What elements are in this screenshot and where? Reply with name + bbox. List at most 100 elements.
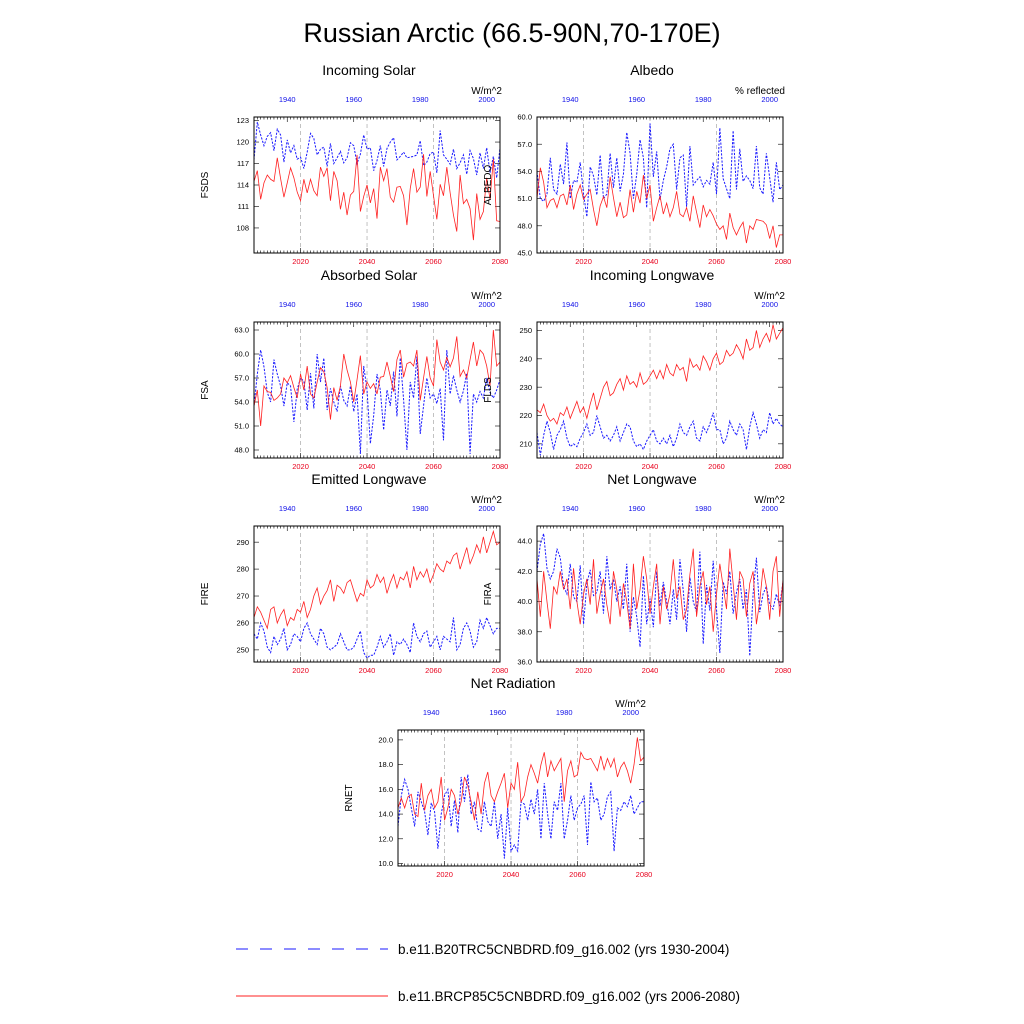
net-radiation-xtick-top-label: 1940 bbox=[423, 708, 440, 717]
albedo-series-future-line bbox=[537, 167, 783, 248]
incoming-solar-xtick-top-label: 2000 bbox=[478, 95, 495, 104]
albedo-xtick-top-label: 1980 bbox=[695, 95, 712, 104]
absorbed-solar-unit-label: W/m^2 bbox=[471, 291, 502, 302]
incoming-solar-xtick-bottom-label: 2040 bbox=[359, 257, 376, 266]
net-radiation-plot-frame bbox=[397, 729, 645, 867]
emitted-longwave-ytick-label: 280 bbox=[236, 565, 249, 574]
panel-net-radiation: Net Radiation W/m^2 RNET 2020 2040 2060 2080 19… bbox=[344, 675, 652, 879]
net-radiation-ytick-label: 18.0 bbox=[378, 760, 393, 769]
incoming-solar-title: Incoming Solar bbox=[322, 62, 416, 78]
net-longwave-ytick-label: 40.0 bbox=[517, 597, 532, 606]
emitted-longwave-xtick-top-label: 1980 bbox=[412, 504, 429, 513]
incoming-solar-ytick-label: 120 bbox=[236, 138, 249, 147]
incoming-solar-ytick-label: 114 bbox=[237, 181, 249, 190]
incoming-solar-plot-frame bbox=[253, 116, 501, 254]
emitted-longwave-xtick-bottom-label: 2080 bbox=[492, 666, 509, 675]
albedo-unit-label: % reflected bbox=[735, 86, 785, 97]
incoming-longwave-xtick-bottom-label: 2060 bbox=[708, 462, 725, 471]
absorbed-solar-xtick-top-label: 1980 bbox=[412, 300, 429, 309]
incoming-longwave-series-future-line bbox=[537, 324, 783, 426]
net-radiation-xtick-bottom-label: 2060 bbox=[569, 870, 586, 879]
incoming-solar-ylabel: FSDS bbox=[200, 171, 211, 198]
incoming-longwave-xtick-top-label: 1940 bbox=[562, 300, 579, 309]
emitted-longwave-unit-label: W/m^2 bbox=[471, 495, 502, 506]
incoming-solar-xtick-top-label: 1940 bbox=[279, 95, 296, 104]
net-longwave-xtick-top-label: 1960 bbox=[628, 504, 645, 513]
emitted-longwave-xtick-bottom-label: 2040 bbox=[359, 666, 376, 675]
net-radiation-xtick-top-label: 1980 bbox=[556, 708, 573, 717]
emitted-longwave-ytick-label: 270 bbox=[236, 592, 249, 601]
incoming-longwave-xtick-bottom-label: 2020 bbox=[575, 462, 592, 471]
incoming-solar-ytick-label: 111 bbox=[238, 202, 249, 211]
incoming-longwave-plot-frame bbox=[536, 321, 784, 459]
emitted-longwave-series-future-line bbox=[254, 529, 500, 630]
incoming-solar-ytick-label: 108 bbox=[236, 224, 249, 233]
incoming-solar-xtick-top-label: 1960 bbox=[345, 95, 362, 104]
net-radiation-xtick-top-label: 1960 bbox=[489, 708, 506, 717]
net-radiation-xtick-top-label: 2000 bbox=[622, 708, 639, 717]
absorbed-solar-xtick-bottom-label: 2020 bbox=[292, 462, 309, 471]
absorbed-solar-title: Absorbed Solar bbox=[321, 267, 418, 283]
absorbed-solar-xtick-top-label: 1960 bbox=[345, 300, 362, 309]
incoming-solar-xtick-bottom-label: 2060 bbox=[425, 257, 442, 266]
legend-label-historical: b.e11.B20TRC5CNBDRD.f09_g16.002 (yrs 193… bbox=[398, 942, 729, 957]
incoming-longwave-xtick-top-label: 1980 bbox=[695, 300, 712, 309]
net-radiation-xtick-bottom-label: 2020 bbox=[436, 870, 453, 879]
emitted-longwave-ytick-label: 290 bbox=[236, 538, 249, 547]
incoming-longwave-ytick-label: 240 bbox=[519, 354, 532, 363]
net-longwave-xtick-top-label: 1980 bbox=[695, 504, 712, 513]
net-longwave-title: Net Longwave bbox=[607, 471, 697, 487]
albedo-series-historical-line bbox=[537, 123, 783, 217]
incoming-longwave-title: Incoming Longwave bbox=[590, 267, 715, 283]
net-radiation-ytick-label: 12.0 bbox=[378, 834, 393, 843]
emitted-longwave-series-historical-line bbox=[254, 616, 500, 659]
incoming-longwave-xtick-top-label: 1960 bbox=[628, 300, 645, 309]
absorbed-solar-ytick-label: 63.0 bbox=[234, 326, 249, 335]
absorbed-solar-plot-frame bbox=[253, 321, 501, 459]
absorbed-solar-ytick-label: 51.0 bbox=[234, 422, 249, 431]
incoming-solar-unit-label: W/m^2 bbox=[471, 86, 502, 97]
incoming-solar-series-historical-line bbox=[254, 121, 500, 178]
incoming-longwave-ytick-label: 220 bbox=[519, 411, 532, 420]
albedo-xtick-bottom-label: 2080 bbox=[775, 257, 792, 266]
net-radiation-series-historical-line bbox=[398, 774, 644, 859]
net-longwave-ytick-label: 44.0 bbox=[517, 537, 532, 546]
incoming-solar-xtick-top-label: 1980 bbox=[412, 95, 429, 104]
absorbed-solar-ytick-label: 54.0 bbox=[234, 398, 249, 407]
panel-absorbed-solar: Absorbed Solar W/m^2 FSA 2020 2040 2060 2080 19… bbox=[200, 267, 508, 471]
absorbed-solar-xtick-bottom-label: 2060 bbox=[425, 462, 442, 471]
legend: b.e11.B20TRC5CNBDRD.f09_g16.002 (yrs 193… bbox=[236, 942, 740, 1004]
net-radiation-ylabel: RNET bbox=[344, 784, 355, 811]
net-radiation-xtick-bottom-label: 2080 bbox=[636, 870, 653, 879]
albedo-xtick-bottom-label: 2020 bbox=[575, 257, 592, 266]
incoming-longwave-xtick-top-label: 2000 bbox=[761, 300, 778, 309]
albedo-ylabel: ALBEDO bbox=[483, 164, 494, 205]
incoming-longwave-series-historical-line bbox=[537, 410, 783, 456]
emitted-longwave-title: Emitted Longwave bbox=[311, 471, 426, 487]
absorbed-solar-xtick-top-label: 1940 bbox=[279, 300, 296, 309]
panel-emitted-longwave: Emitted Longwave W/m^2 FIRE 2020 2040 2060 208… bbox=[200, 471, 508, 675]
emitted-longwave-xtick-bottom-label: 2020 bbox=[292, 666, 309, 675]
net-radiation-xtick-bottom-label: 2040 bbox=[503, 870, 520, 879]
albedo-ytick-label: 60.0 bbox=[517, 113, 532, 122]
net-longwave-xtick-top-label: 2000 bbox=[761, 504, 778, 513]
albedo-ytick-label: 45.0 bbox=[517, 249, 532, 258]
panel-incoming-solar: Incoming Solar W/m^2 FSDS 2020 2040 2060 2080 1… bbox=[200, 62, 508, 266]
net-longwave-xtick-bottom-label: 2080 bbox=[775, 666, 792, 675]
net-radiation-ytick-label: 14.0 bbox=[378, 810, 393, 819]
incoming-solar-ytick-label: 123 bbox=[236, 116, 249, 125]
absorbed-solar-xtick-bottom-label: 2040 bbox=[359, 462, 376, 471]
emitted-longwave-ytick-label: 260 bbox=[236, 619, 249, 628]
incoming-solar-xtick-bottom-label: 2080 bbox=[492, 257, 509, 266]
net-radiation-ytick-label: 20.0 bbox=[378, 735, 393, 744]
emitted-longwave-xtick-top-label: 1960 bbox=[345, 504, 362, 513]
incoming-longwave-ylabel: FLDS bbox=[483, 377, 494, 403]
panel-albedo: Albedo % reflected ALBEDO 2020 2040 2060 2080 1… bbox=[483, 62, 791, 266]
incoming-longwave-xtick-bottom-label: 2080 bbox=[775, 462, 792, 471]
absorbed-solar-ylabel: FSA bbox=[200, 380, 211, 400]
net-longwave-series-future-line bbox=[537, 548, 783, 632]
net-longwave-xtick-top-label: 1940 bbox=[562, 504, 579, 513]
emitted-longwave-xtick-top-label: 2000 bbox=[478, 504, 495, 513]
albedo-ytick-label: 57.0 bbox=[517, 140, 532, 149]
